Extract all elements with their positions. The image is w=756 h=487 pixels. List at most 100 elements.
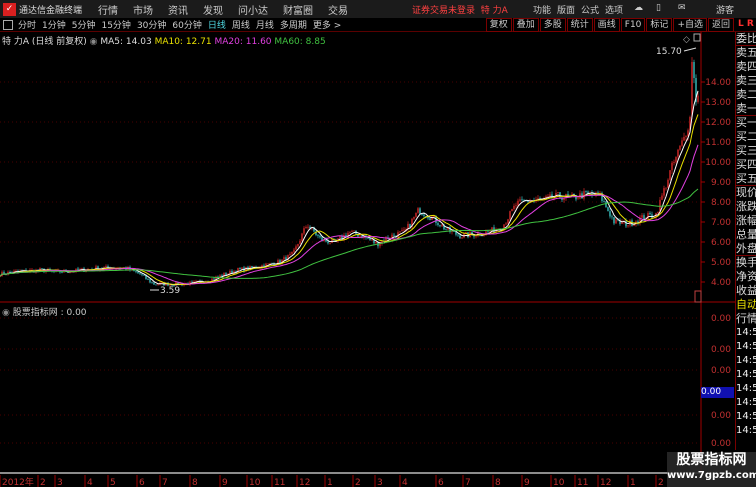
menu-options[interactable]: 选项 xyxy=(605,6,624,16)
candle-body xyxy=(263,265,265,268)
candle-body xyxy=(577,198,579,200)
menu-ask[interactable]: 问小达 xyxy=(238,5,269,17)
mark-button[interactable]: 标记 xyxy=(646,18,673,32)
x-tick-label: 10 xyxy=(249,478,261,487)
menu-discover[interactable]: 发现 xyxy=(203,5,224,17)
candle-body xyxy=(669,170,671,180)
candle-body xyxy=(515,205,517,207)
overlay-button[interactable]: 叠加 xyxy=(512,18,539,32)
settings-icon[interactable]: ◉ xyxy=(89,37,98,47)
ma-info-line: 特 力A (日线 前复权) ◉ MA5: 14.03 MA10: 12.71 M… xyxy=(2,34,326,47)
watermark: 股票指标网 www.7gpzb.com xyxy=(667,452,756,487)
indicator-settings-icon[interactable]: ◉ xyxy=(2,308,10,318)
cloud-icon[interactable]: ☁ xyxy=(634,3,643,13)
candle-body xyxy=(145,275,147,280)
candle-body xyxy=(583,191,585,199)
indicator-label-text: 股票指标网 : 0.00 xyxy=(12,308,87,318)
candle-body xyxy=(671,162,673,171)
user-name[interactable]: 游客 xyxy=(716,6,735,16)
period-1min[interactable]: 1分钟 xyxy=(42,21,66,31)
menu-layout[interactable]: 版面 xyxy=(557,6,576,16)
quote-label: 卖五 xyxy=(736,46,756,59)
y-tick-label: 8.00 xyxy=(711,198,731,208)
candle-body xyxy=(421,214,423,215)
period-more[interactable]: 更多 > xyxy=(312,21,342,31)
menu-wealth[interactable]: 财富圈 xyxy=(283,5,314,17)
candle-body xyxy=(423,214,425,217)
x-tick-label: 8 xyxy=(495,478,501,487)
add-watchlist-button[interactable]: +自选 xyxy=(673,18,707,32)
candle-body xyxy=(447,227,449,230)
candle-body xyxy=(445,229,447,231)
period-60min[interactable]: 60分钟 xyxy=(172,21,202,31)
candle-body xyxy=(0,276,1,277)
phone-icon[interactable]: ▯ xyxy=(656,3,661,13)
candle-body xyxy=(441,224,443,227)
draw-button[interactable]: 画线 xyxy=(593,18,620,32)
candle-body xyxy=(231,270,233,274)
login-status[interactable]: 证券交易未登录 特 力A xyxy=(412,3,508,16)
x-axis xyxy=(0,475,701,487)
menu-news[interactable]: 资讯 xyxy=(168,5,189,17)
quote-label: 卖二 xyxy=(736,88,756,101)
candle-body xyxy=(529,200,531,202)
period-15min[interactable]: 15分钟 xyxy=(101,21,131,31)
x-tick-label: 12 xyxy=(600,478,611,487)
candle-body xyxy=(191,281,193,283)
candle-body xyxy=(303,228,305,234)
candle-body xyxy=(149,279,151,283)
menu-function[interactable]: 功能 xyxy=(533,6,552,16)
back-button[interactable]: 返回 xyxy=(707,18,734,32)
candle-body xyxy=(557,192,559,193)
adjust-button[interactable]: 复权 xyxy=(485,18,512,32)
candle-body xyxy=(607,207,609,212)
x-tick-label: 2 xyxy=(40,478,46,487)
period-weekly[interactable]: 周线 xyxy=(231,21,250,31)
candle-body xyxy=(283,257,285,260)
auto-label[interactable]: 自动 xyxy=(736,298,756,311)
layout-toggle-icon[interactable] xyxy=(3,19,13,30)
scroll-handle xyxy=(694,290,702,303)
candle-body xyxy=(225,273,227,276)
lr-indicator[interactable]: L R xyxy=(738,19,754,29)
kline-chart[interactable]: 4.005.006.007.008.009.0010.0011.0012.001… xyxy=(0,0,735,487)
quote-label: 买五 xyxy=(736,172,756,186)
candle-body xyxy=(545,196,547,199)
candle-body xyxy=(639,217,641,224)
candle-body xyxy=(299,240,301,245)
candle-body xyxy=(223,273,225,277)
x-tick-label: 11 xyxy=(577,478,588,487)
stats-button[interactable]: 统计 xyxy=(566,18,593,32)
y-tick-label: 13.00 xyxy=(705,98,731,108)
candle-body xyxy=(437,222,439,226)
menu-market[interactable]: 市场 xyxy=(133,5,154,17)
candle-body xyxy=(309,226,311,228)
menu-formula[interactable]: 公式 xyxy=(581,6,600,16)
f10-button[interactable]: F10 xyxy=(620,18,646,32)
period-daily[interactable]: 日线 xyxy=(207,21,226,31)
candle-body xyxy=(649,213,651,215)
period-monthly[interactable]: 月线 xyxy=(255,21,274,31)
candle-body xyxy=(177,282,179,286)
candle-body xyxy=(601,192,603,202)
multi-stock-button[interactable]: 多股 xyxy=(539,18,566,32)
candle-body xyxy=(687,130,689,137)
menu-quotes[interactable]: 行情 xyxy=(98,5,119,17)
period-30min[interactable]: 30分钟 xyxy=(136,21,167,31)
menu-trade[interactable]: 交易 xyxy=(328,5,349,17)
tick-time: 14:56 xyxy=(736,369,756,380)
quote-label[interactable]: 行情 xyxy=(736,312,756,325)
message-icon[interactable]: ✉ xyxy=(678,3,686,13)
period-multi[interactable]: 多周期 xyxy=(279,21,307,31)
candle-body xyxy=(587,191,589,194)
chart-toolbar: 复权 叠加 多股 统计 画线 F10 标记 +自选 返回 xyxy=(485,18,734,32)
candle-body xyxy=(267,263,269,265)
quote-label: 外盘 xyxy=(736,242,756,256)
candle-body xyxy=(603,201,605,202)
period-5min[interactable]: 5分钟 xyxy=(71,21,96,31)
quote-label: 买一 xyxy=(736,116,756,129)
candle-body xyxy=(393,234,395,236)
candle-body xyxy=(485,231,487,235)
candle-body xyxy=(647,213,649,219)
period-intraday[interactable]: 分时 xyxy=(18,21,37,31)
